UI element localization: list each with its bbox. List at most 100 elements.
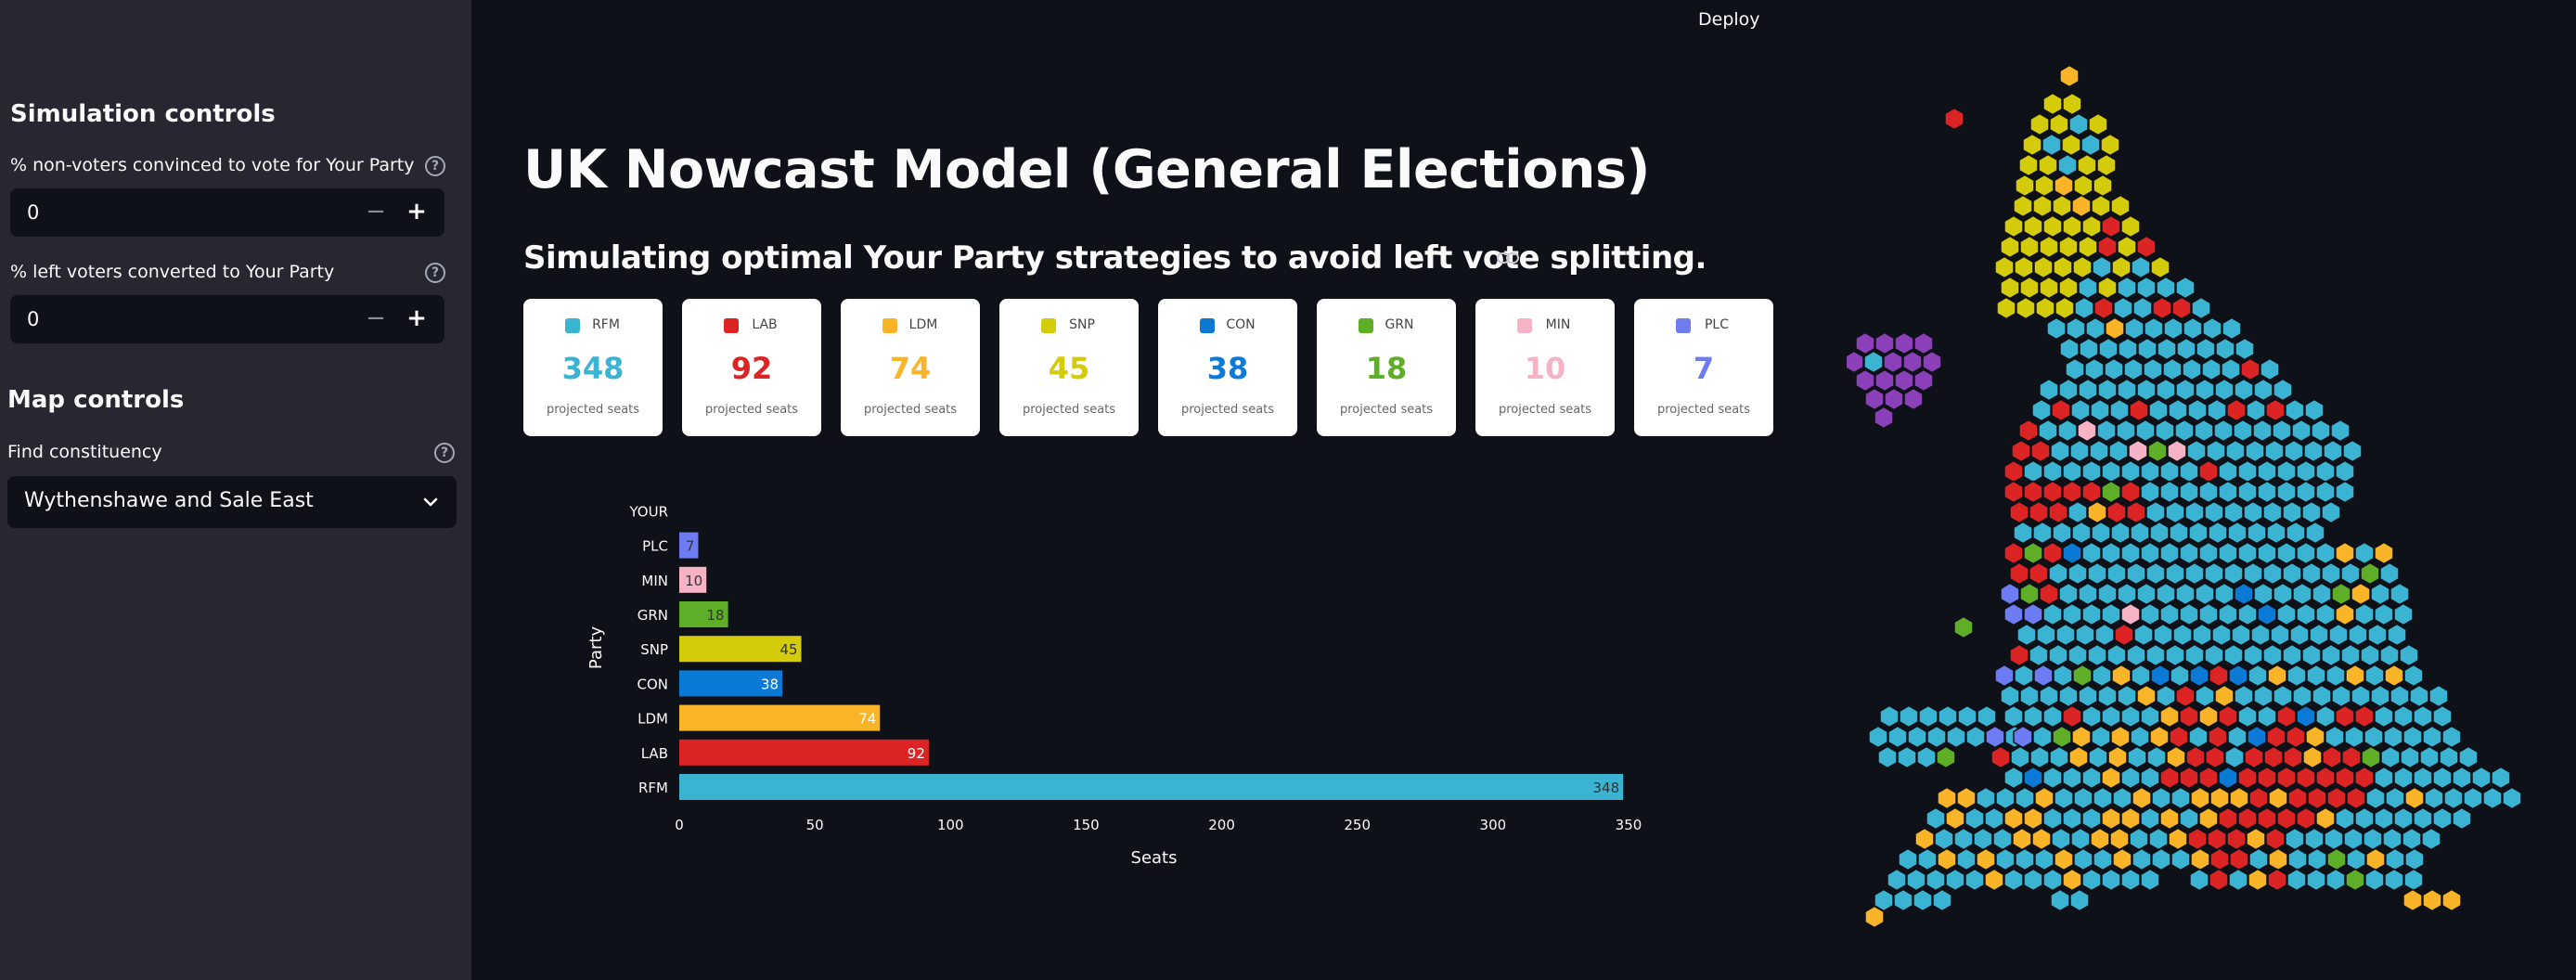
constituency-hex[interactable] bbox=[1995, 847, 2016, 871]
constituency-hex[interactable] bbox=[2111, 664, 2132, 688]
constituency-hex[interactable] bbox=[2117, 235, 2137, 259]
constituency-hex[interactable] bbox=[2248, 786, 2269, 810]
constituency-hex[interactable] bbox=[2097, 276, 2118, 300]
constituency-hex[interactable] bbox=[2183, 316, 2203, 341]
constituency-hex[interactable] bbox=[2058, 684, 2079, 708]
constituency-hex[interactable] bbox=[2393, 806, 2414, 831]
constituency-hex[interactable] bbox=[2042, 602, 2063, 626]
constituency-hex[interactable] bbox=[1903, 387, 1924, 411]
constituency-hex[interactable] bbox=[2152, 296, 2172, 320]
constituency-hex[interactable] bbox=[2182, 357, 2202, 381]
constituency-hex[interactable] bbox=[1913, 331, 1934, 355]
constituency-hex[interactable] bbox=[2067, 643, 2088, 667]
constituency-hex[interactable] bbox=[1914, 827, 1935, 851]
constituency-hex[interactable] bbox=[2159, 602, 2180, 626]
constituency-hex[interactable] bbox=[2151, 786, 2171, 810]
constituency-hex[interactable] bbox=[2196, 337, 2216, 361]
constituency-hex[interactable] bbox=[1855, 368, 1875, 393]
constituency-hex[interactable] bbox=[2384, 664, 2404, 688]
constituency-hex[interactable] bbox=[2285, 398, 2305, 422]
constituency-hex[interactable] bbox=[2272, 419, 2292, 443]
constituency-hex[interactable] bbox=[2079, 337, 2099, 361]
constituency-hex[interactable] bbox=[1897, 745, 1917, 769]
constituency-hex[interactable] bbox=[2257, 806, 2277, 831]
constituency-hex[interactable] bbox=[2458, 745, 2479, 769]
constituency-hex[interactable] bbox=[2039, 235, 2059, 259]
constituency-hex[interactable] bbox=[2014, 255, 2034, 279]
constituency-hex[interactable] bbox=[2315, 704, 2336, 729]
constituency-hex[interactable] bbox=[2243, 643, 2263, 667]
constituency-hex[interactable] bbox=[2179, 602, 2199, 626]
constituency-hex[interactable] bbox=[2379, 561, 2400, 586]
constituency-hex[interactable] bbox=[2136, 276, 2157, 300]
constituency-hex[interactable] bbox=[2179, 480, 2199, 504]
constituency-hex[interactable] bbox=[2284, 439, 2304, 463]
constituency-hex[interactable] bbox=[2264, 439, 2285, 463]
constituency-hex[interactable] bbox=[2267, 664, 2287, 688]
constituency-hex[interactable] bbox=[2262, 561, 2283, 586]
constituency-hex[interactable] bbox=[2140, 868, 2160, 892]
constituency-hex[interactable] bbox=[2058, 235, 2079, 259]
constituency-hex[interactable] bbox=[2198, 704, 2219, 729]
constituency-hex[interactable] bbox=[2198, 766, 2219, 790]
constituency-hex[interactable] bbox=[1887, 868, 1907, 892]
constituency-hex[interactable] bbox=[2227, 725, 2248, 749]
constituency-hex[interactable] bbox=[2071, 725, 2092, 749]
constituency-hex[interactable] bbox=[2053, 664, 2073, 688]
constituency-hex[interactable] bbox=[2335, 541, 2355, 565]
constituency-hex[interactable] bbox=[2342, 439, 2363, 463]
constituency-hex[interactable] bbox=[2144, 316, 2164, 341]
constituency-hex[interactable] bbox=[2016, 296, 2036, 320]
constituency-hex[interactable] bbox=[2452, 766, 2472, 790]
constituency-hex[interactable] bbox=[1894, 331, 1914, 355]
constituency-hex[interactable] bbox=[2018, 153, 2039, 177]
constituency-hex[interactable] bbox=[2441, 888, 2462, 912]
constituency-hex[interactable] bbox=[1938, 704, 1958, 729]
constituency-hex[interactable] bbox=[2382, 827, 2402, 851]
constituency-hex[interactable] bbox=[2273, 582, 2293, 606]
constituency-hex[interactable] bbox=[2325, 664, 2346, 688]
constituency-hex[interactable] bbox=[2296, 602, 2316, 626]
constituency-hex[interactable] bbox=[2078, 378, 2098, 402]
constituency-hex[interactable] bbox=[2140, 480, 2160, 504]
constituency-hex[interactable] bbox=[2209, 786, 2230, 810]
constituency-hex[interactable] bbox=[2167, 439, 2187, 463]
constituency-hex[interactable] bbox=[2145, 643, 2166, 667]
constituency-hex[interactable] bbox=[2365, 786, 2386, 810]
constituency-hex[interactable] bbox=[2049, 745, 2069, 769]
constituency-hex[interactable] bbox=[2050, 439, 2070, 463]
constituency-hex[interactable] bbox=[2179, 766, 2199, 790]
constituency-hex[interactable] bbox=[2031, 398, 2052, 422]
constituency-hex[interactable] bbox=[1874, 368, 1895, 393]
constituency-hex[interactable] bbox=[2270, 623, 2290, 647]
constituency-hex[interactable] bbox=[2003, 868, 2024, 892]
constituency-hex[interactable] bbox=[2380, 745, 2401, 769]
constituency-hex[interactable] bbox=[2136, 684, 2157, 708]
constituency-hex[interactable] bbox=[2285, 827, 2305, 851]
constituency-hex[interactable] bbox=[1864, 905, 1885, 929]
hex-map[interactable] bbox=[1847, 56, 2570, 974]
constituency-hex[interactable] bbox=[2059, 64, 2080, 88]
constituency-hex[interactable] bbox=[2187, 827, 2208, 851]
constituency-hex[interactable] bbox=[2309, 623, 2329, 647]
constituency-value[interactable]: Wythenshawe and Sale East bbox=[24, 489, 314, 512]
constituency-hex[interactable] bbox=[2260, 357, 2280, 381]
constituency-hex[interactable] bbox=[2170, 786, 2191, 810]
constituency-hex[interactable] bbox=[2130, 725, 2150, 749]
constituency-hex[interactable] bbox=[2409, 684, 2429, 708]
constituency-hex[interactable] bbox=[2195, 582, 2215, 606]
constituency-hex[interactable] bbox=[2068, 745, 2089, 769]
help-icon[interactable]: ? bbox=[425, 263, 445, 283]
constituency-hex[interactable] bbox=[2214, 582, 2235, 606]
constituency-hex[interactable] bbox=[2000, 235, 2020, 259]
constituency-hex[interactable] bbox=[2107, 745, 2128, 769]
constituency-hex[interactable] bbox=[1965, 725, 1986, 749]
link-icon[interactable] bbox=[1496, 249, 1522, 267]
constituency-hex[interactable] bbox=[2105, 316, 2125, 341]
constituency-hex[interactable] bbox=[1984, 806, 2004, 831]
constituency-hex[interactable] bbox=[2054, 847, 2074, 871]
constituency-hex[interactable] bbox=[2204, 500, 2224, 524]
constituency-hex[interactable] bbox=[2331, 582, 2351, 606]
constituency-hex[interactable] bbox=[2003, 480, 2024, 504]
constituency-hex[interactable] bbox=[2387, 623, 2407, 647]
